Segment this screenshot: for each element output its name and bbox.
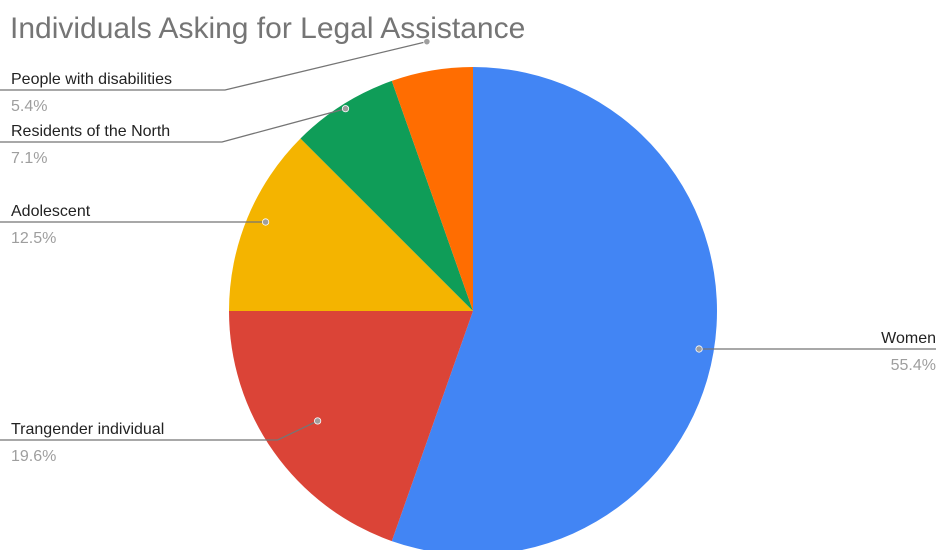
slice-residents-of-the-north <box>300 80 473 311</box>
label-women: Women <box>881 330 936 347</box>
leader-line-people-with-disabilities <box>0 41 428 91</box>
pie-slices <box>228 67 717 550</box>
label-adolescent: Adolescent <box>11 203 91 220</box>
percent-people-with-disabilities: 5.4% <box>11 98 47 115</box>
leader-dot-trangender-individual <box>314 417 322 425</box>
slice-trangender-individual <box>228 311 473 542</box>
percent-adolescent: 12.5% <box>11 230 56 247</box>
chart-title: Individuals Asking for Legal Assistance <box>10 12 525 45</box>
percent-trangender-individual: 19.6% <box>11 448 56 465</box>
slice-labels: Women 55.4% Trangender individual 19.6% Adol… <box>0 38 936 465</box>
slice-women <box>391 67 717 550</box>
slice-people-with-disabilities <box>391 67 473 311</box>
label-residents-of-the-north: Residents of the North <box>11 123 170 140</box>
leader-line-trangender-individual <box>0 420 318 441</box>
leader-dot-people-with-disabilities <box>423 38 431 46</box>
leader-dot-women <box>695 345 703 353</box>
leader-line-residents-of-the-north <box>0 108 346 143</box>
slice-adolescent <box>229 138 473 311</box>
label-people-with-disabilities: People with disabilities <box>11 71 172 88</box>
percent-women: 55.4% <box>891 357 936 374</box>
leader-dot-residents-of-the-north <box>341 105 350 113</box>
percent-residents-of-the-north: 7.1% <box>11 150 47 167</box>
label-trangender-individual: Trangender individual <box>11 421 164 438</box>
leader-dot-adolescent <box>262 218 270 226</box>
